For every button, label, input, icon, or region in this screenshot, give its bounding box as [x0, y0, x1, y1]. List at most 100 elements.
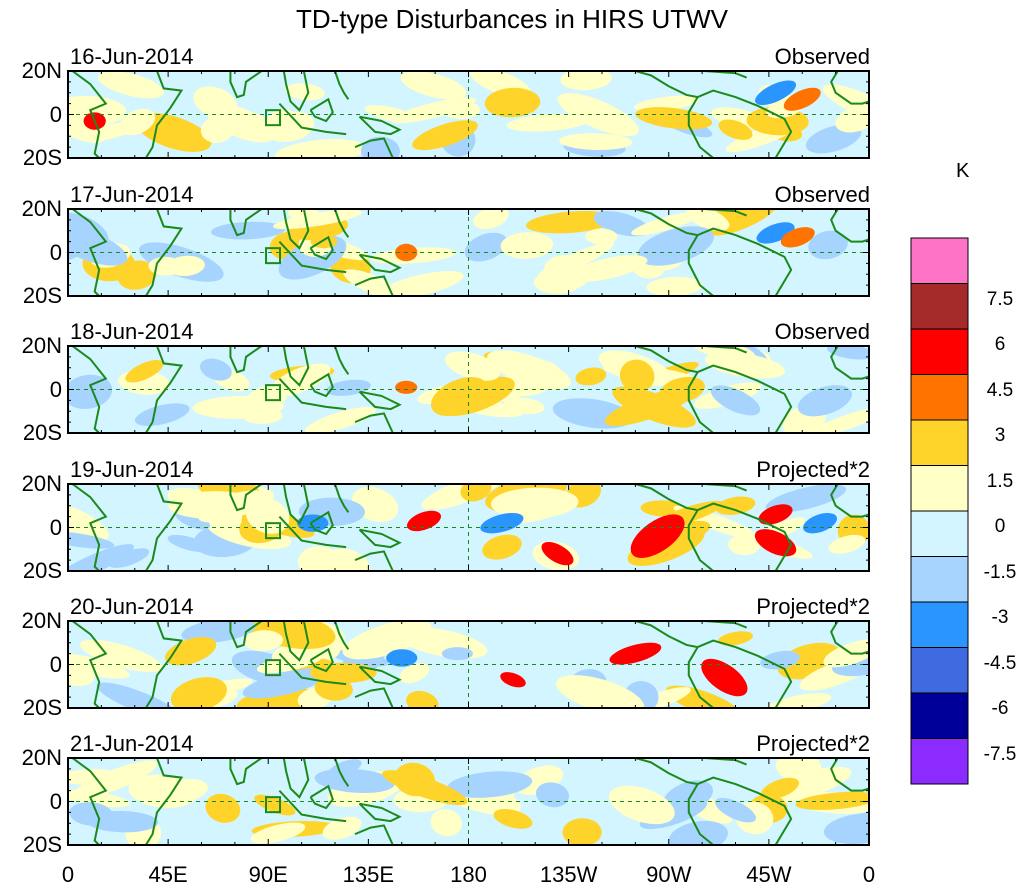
colorbar-label: 0	[994, 516, 1006, 537]
colorbar-swatch	[910, 647, 969, 694]
anomaly-blob	[394, 762, 436, 797]
coastline	[358, 253, 402, 274]
panel-2	[67, 208, 870, 297]
anomaly-blob	[342, 621, 432, 660]
anomaly-blob	[200, 116, 234, 143]
anomaly-blob	[210, 221, 286, 240]
coastline	[354, 824, 394, 845]
colorbar-swatch	[910, 738, 969, 785]
anomaly-core	[754, 529, 797, 557]
coastline	[71, 621, 108, 708]
y-tick-label: 20S	[22, 283, 62, 308]
anomaly-core	[760, 777, 800, 800]
coastline	[358, 665, 402, 686]
anomaly-blob	[562, 818, 602, 845]
coastline	[334, 621, 350, 650]
anomaly-blob	[254, 794, 296, 816]
coastline	[358, 115, 402, 136]
anomaly-blob	[635, 107, 713, 130]
anomaly-field	[68, 484, 869, 571]
coastline	[830, 209, 869, 243]
anomaly-blob	[272, 209, 363, 230]
y-tick-label: 20N	[21, 745, 62, 770]
panel-date: 17-Jun-2014	[70, 182, 194, 207]
anomaly-core	[480, 512, 524, 534]
coastline	[334, 71, 350, 100]
coastline	[145, 346, 184, 433]
coastline	[697, 227, 793, 296]
coastline	[229, 71, 263, 99]
anomaly-field	[68, 209, 869, 296]
anomaly-blob	[379, 271, 464, 296]
panel-3	[67, 345, 870, 434]
x-tick-label: 90W	[646, 862, 692, 887]
anomaly-blob	[807, 406, 869, 433]
y-tick-label: 20N	[21, 196, 62, 221]
region-box	[265, 796, 282, 814]
coastline	[282, 71, 310, 112]
anomaly-blob	[242, 668, 328, 699]
colorbar-label: -6	[991, 698, 1009, 719]
anomaly-blob	[526, 211, 616, 234]
coastline	[309, 372, 334, 398]
anomaly-core	[756, 222, 795, 244]
coastline	[282, 621, 310, 662]
x-tick-label: 180	[450, 862, 487, 887]
coastline	[354, 137, 394, 158]
anomaly-core	[541, 541, 574, 566]
anomaly-blob	[68, 374, 113, 409]
coastline	[309, 97, 334, 123]
colorbar-label: 3	[994, 425, 1006, 446]
anomaly-blob	[585, 228, 618, 245]
anomaly-blob	[86, 810, 159, 833]
coastline	[309, 647, 334, 673]
anomaly-blob	[604, 388, 693, 427]
x-tick-label: 45W	[746, 862, 792, 887]
coastline	[697, 639, 793, 708]
anomaly-blob	[608, 785, 675, 825]
anomaly-blob	[68, 789, 130, 808]
y-tick-label: 20S	[22, 420, 62, 445]
coastline	[278, 377, 347, 411]
anomaly-blob	[484, 87, 541, 118]
anomaly-blob	[192, 395, 284, 419]
panel-date: 21-Jun-2014	[70, 731, 194, 756]
anomaly-blob	[406, 690, 439, 708]
coastline	[354, 550, 394, 571]
coastline	[697, 776, 793, 845]
anomaly-core	[710, 385, 761, 416]
panels-group	[67, 70, 870, 846]
colorbar-swatch	[910, 692, 969, 739]
anomaly-blob	[704, 352, 786, 379]
y-tick-label: 20N	[21, 333, 62, 358]
coastline	[309, 235, 334, 261]
y-tick-label: 20S	[22, 558, 62, 583]
y-tick-label: 20N	[21, 471, 62, 496]
coastline	[71, 758, 108, 845]
coastline	[229, 209, 263, 237]
coastline	[830, 346, 869, 380]
colorbar-label: -7.5	[983, 743, 1017, 765]
y-tick-label: 20S	[22, 145, 62, 170]
x-tick-label: 0	[862, 862, 876, 887]
anomaly-blob	[828, 534, 866, 554]
anomaly-core	[758, 504, 793, 525]
y-tick-label: 0	[49, 376, 62, 402]
region-box	[265, 522, 282, 540]
y-tick-label: 0	[49, 101, 62, 127]
anomaly-core	[755, 80, 797, 106]
coastline	[334, 346, 350, 375]
coastline	[71, 71, 108, 158]
anomaly-core	[493, 809, 533, 829]
y-tick-label: 20S	[22, 832, 62, 857]
coastline	[278, 102, 347, 136]
anomaly-core	[803, 512, 838, 534]
anomaly-core	[441, 647, 473, 661]
coastline	[71, 346, 108, 433]
anomaly-core	[701, 658, 748, 697]
colorbar-label: -4.5	[983, 652, 1017, 674]
coastline	[358, 390, 402, 411]
coastline	[697, 364, 793, 433]
anomaly-blob	[568, 255, 648, 282]
coastline	[145, 621, 184, 708]
